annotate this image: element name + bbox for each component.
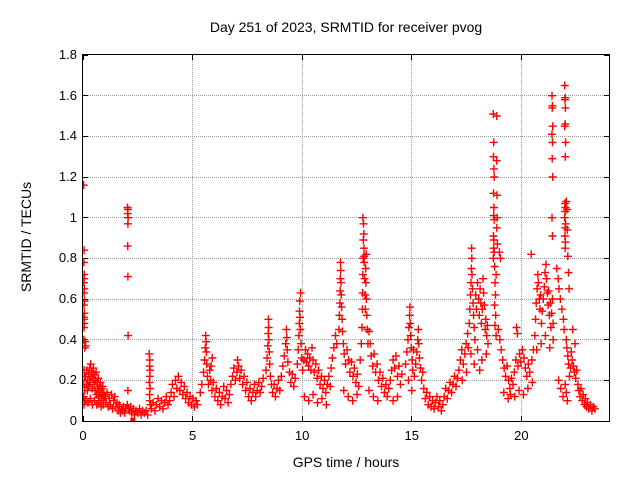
v-gridline <box>411 55 413 421</box>
h-gridline <box>83 379 609 381</box>
x-tick-label: 15 <box>404 428 419 443</box>
y-tick-label: 0.8 <box>58 250 77 266</box>
h-gridline <box>83 298 609 300</box>
scatter-plus-markers <box>83 81 599 419</box>
h-gridline <box>83 176 609 178</box>
v-gridline <box>520 55 522 421</box>
y-tick <box>83 54 88 56</box>
y-tick <box>83 257 88 259</box>
x-tick <box>192 416 194 421</box>
y-tick <box>83 95 88 97</box>
x-tick <box>520 416 522 421</box>
y-tick <box>604 54 609 56</box>
y-tick-label: 0.2 <box>58 372 77 388</box>
y-tick <box>604 298 609 300</box>
y-tick <box>604 339 609 341</box>
x-tick-label: 10 <box>294 428 310 443</box>
plot-area <box>82 54 610 422</box>
y-tick <box>604 135 609 137</box>
x-tick <box>301 416 303 421</box>
y-tick-label: 1 <box>69 209 77 225</box>
y-tick <box>83 298 88 300</box>
y-tick-label: 1.6 <box>58 87 77 103</box>
x-axis-label: GPS time / hours <box>292 454 400 470</box>
y-tick-label: 0.4 <box>58 331 77 347</box>
h-gridline <box>83 95 609 97</box>
y-tick <box>604 95 609 97</box>
square-marker <box>130 417 136 421</box>
h-gridline <box>83 135 609 137</box>
x-tick <box>192 55 194 60</box>
h-gridline <box>83 339 609 341</box>
x-tick <box>520 55 522 60</box>
y-tick <box>83 217 88 219</box>
h-gridline <box>83 217 609 219</box>
y-tick-label: 0.6 <box>58 291 77 306</box>
y-tick-label: 0 <box>69 413 77 428</box>
x-tick-label: 5 <box>188 428 197 443</box>
x-tick <box>82 416 84 421</box>
y-tick <box>83 420 88 422</box>
y-tick <box>83 176 88 178</box>
y-tick <box>604 379 609 381</box>
chart-title: Day 251 of 2023, SRMTID for receiver pvo… <box>209 19 483 35</box>
v-gridline <box>301 55 303 421</box>
x-tick <box>82 55 84 60</box>
y-tick <box>604 420 609 422</box>
v-gridline <box>192 55 194 421</box>
y-tick-label: 1.4 <box>58 128 77 144</box>
y-tick <box>604 217 609 219</box>
y-axis-label: SRMTID / TECUs <box>18 181 34 293</box>
x-tick-label: 20 <box>514 428 529 443</box>
h-gridline <box>83 257 609 259</box>
x-tick-label: 0 <box>79 428 87 443</box>
scatter-points <box>83 81 599 421</box>
y-tick-label: 1.8 <box>58 47 77 62</box>
y-tick <box>604 257 609 259</box>
x-tick <box>411 55 413 60</box>
y-tick <box>604 176 609 178</box>
x-tick <box>411 416 413 421</box>
x-tick <box>301 55 303 60</box>
y-tick-label: 1.2 <box>58 169 77 184</box>
y-tick <box>83 135 88 137</box>
